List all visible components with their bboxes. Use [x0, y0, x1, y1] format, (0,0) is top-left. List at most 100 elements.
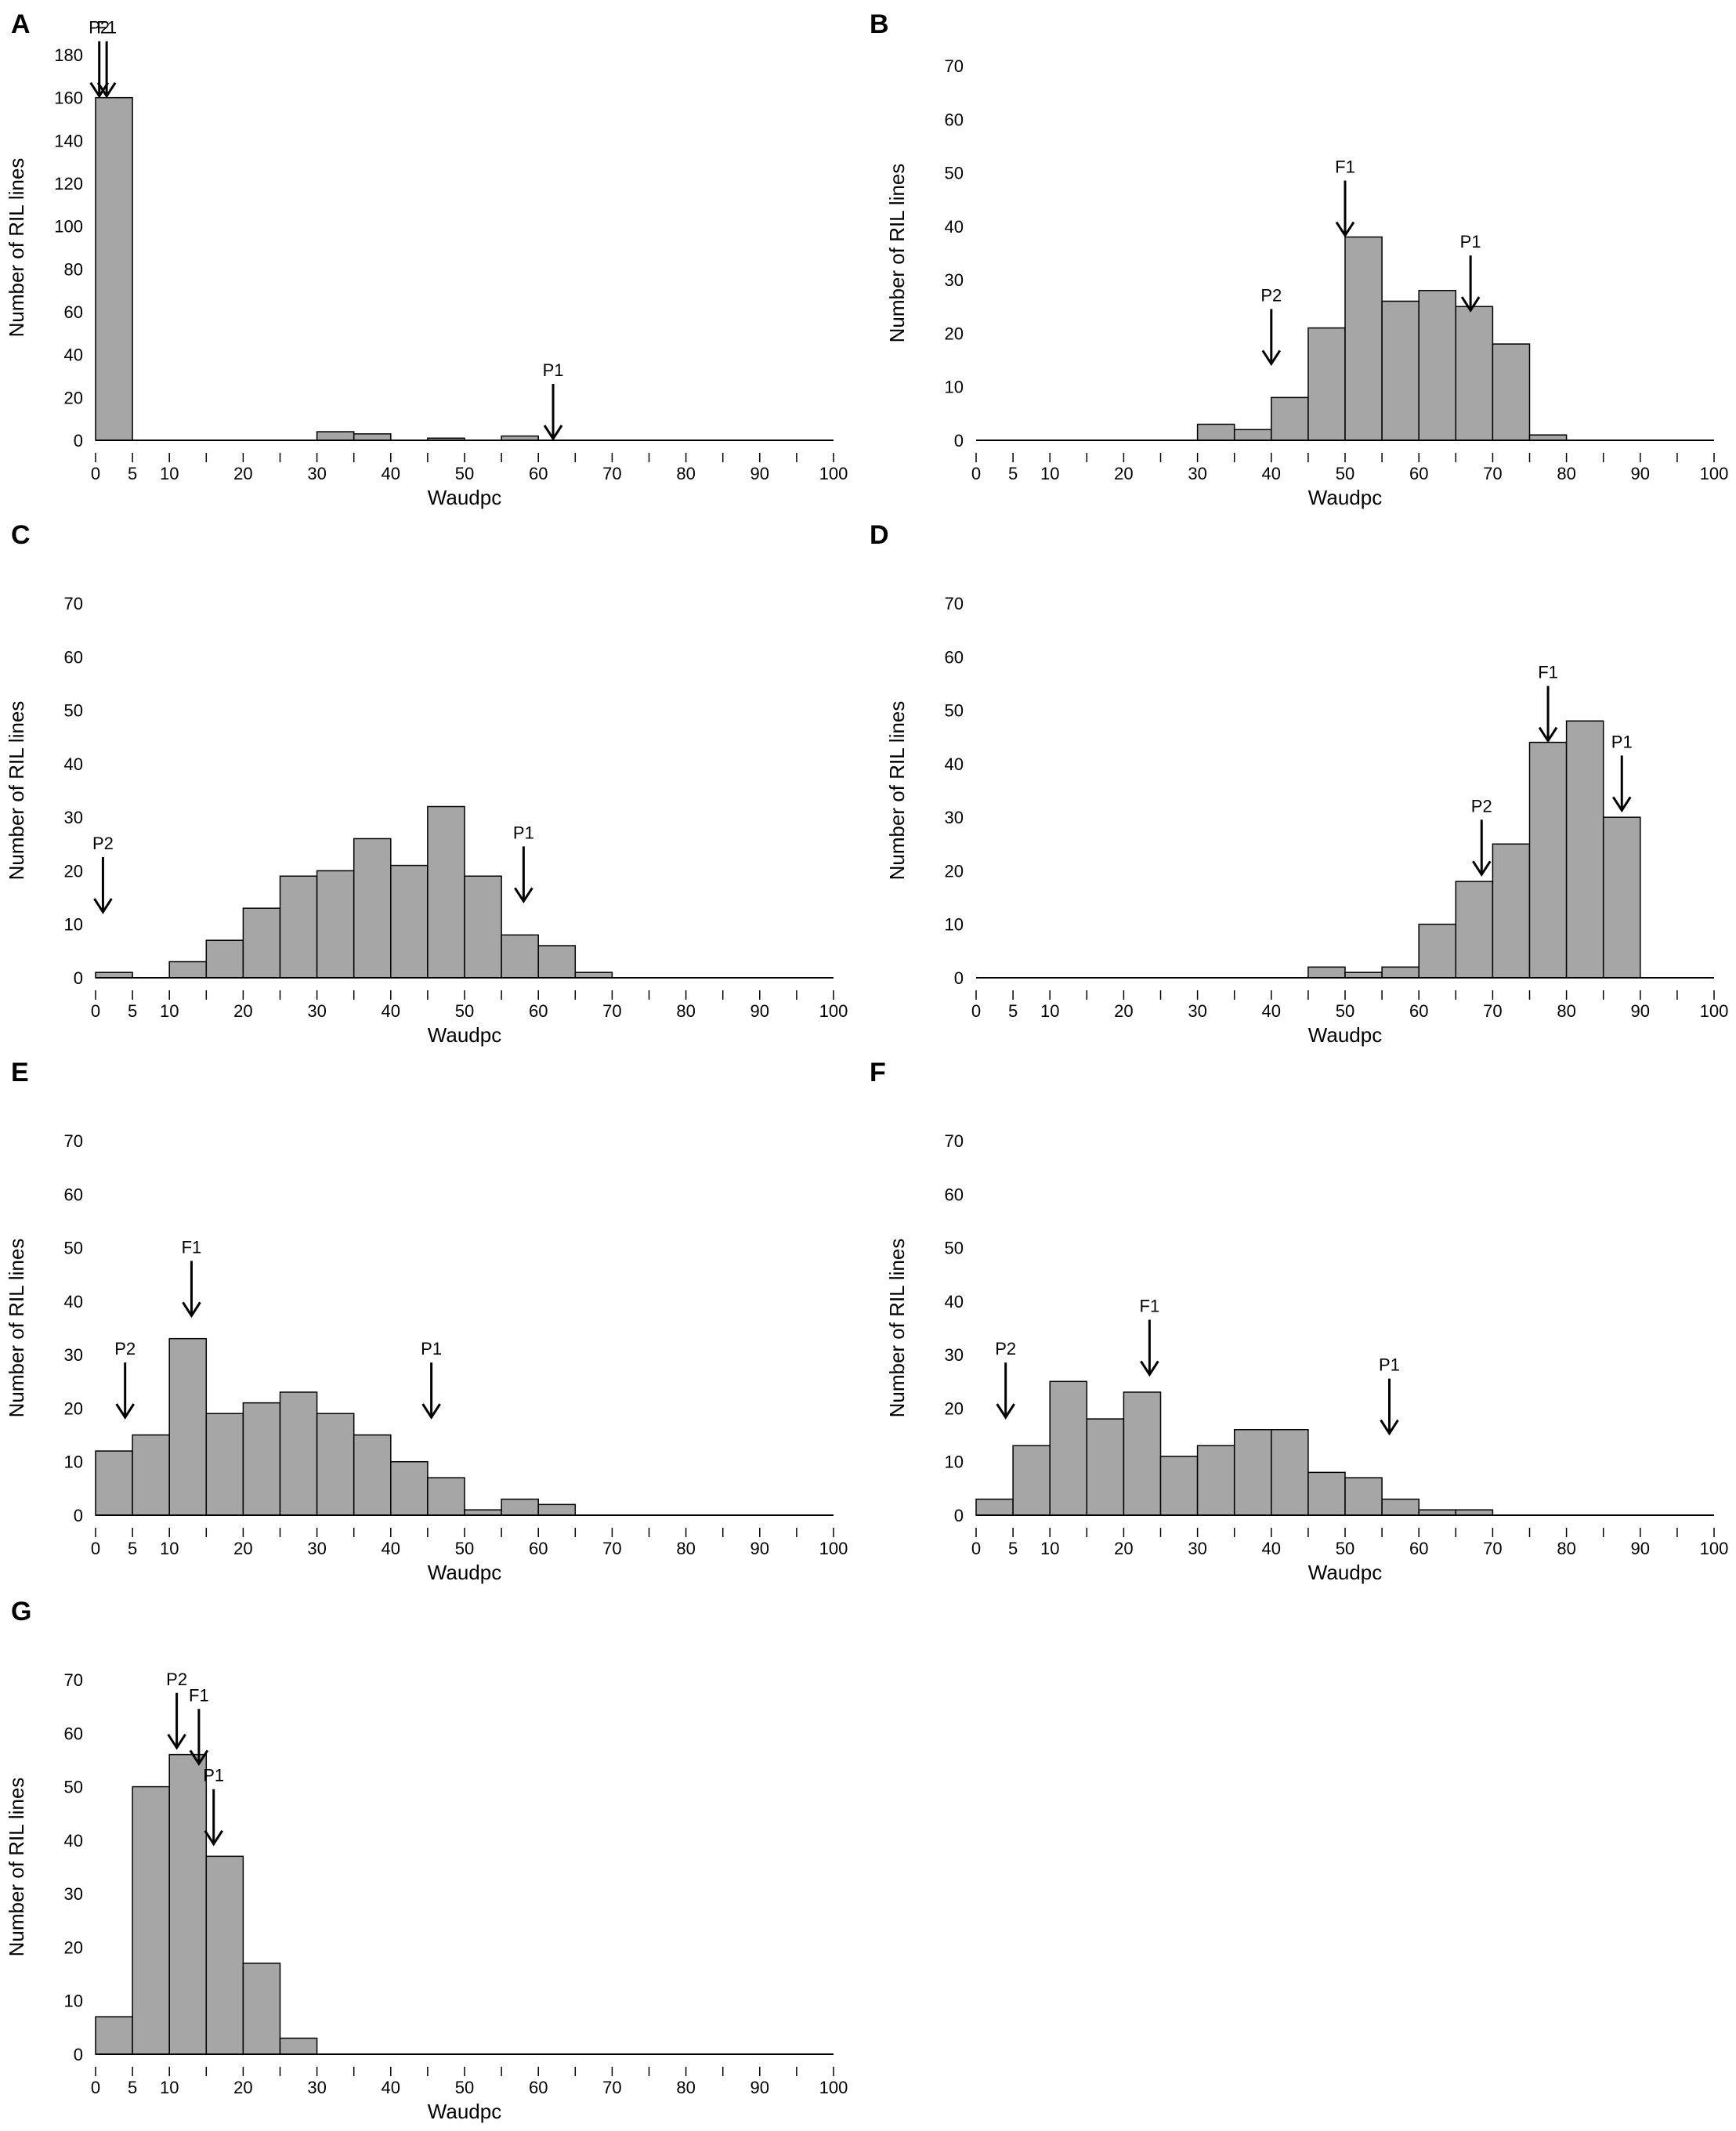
- y-tick-label: 60: [64, 302, 83, 322]
- y-tick-label: 0: [74, 2045, 83, 2064]
- arrow-head: [421, 1403, 441, 1420]
- arrow-label: P1: [513, 823, 534, 842]
- y-tick-label: 120: [54, 174, 83, 194]
- histogram-bar: [205, 1855, 244, 2055]
- x-tick-label: 80: [676, 2078, 695, 2097]
- x-axis-title: Waudpc: [1308, 1561, 1382, 1584]
- arrow-label: P1: [1611, 732, 1633, 751]
- arrow-label: P2: [114, 1339, 136, 1359]
- histogram-bar: [242, 907, 281, 979]
- arrow-marker-f1: F1: [182, 1237, 201, 1319]
- y-tick-label: 40: [64, 346, 83, 365]
- y-tick-label: 40: [64, 754, 83, 774]
- arrow-label: F1: [96, 18, 117, 38]
- histogram-bar: [316, 431, 355, 441]
- arrow-marker-p2: P2: [1471, 796, 1492, 877]
- histogram-bar: [1233, 1428, 1272, 1516]
- y-tick-label: 30: [64, 1345, 83, 1365]
- x-tick-label: 90: [750, 2078, 769, 2097]
- y-tick-label: 10: [64, 915, 83, 935]
- x-tick-label: 70: [1483, 464, 1502, 483]
- y-tick-label: 10: [64, 1992, 83, 2011]
- y-tick-label: 70: [945, 56, 964, 76]
- x-tick-label: 60: [529, 2078, 548, 2097]
- y-tick-label: 0: [74, 431, 83, 450]
- histogram-bar: [353, 1434, 392, 1516]
- x-tick-label: 20: [1114, 1539, 1133, 1558]
- x-tick-label: 70: [1483, 1001, 1502, 1021]
- x-tick-label: 60: [529, 1001, 548, 1021]
- y-tick-label: 80: [64, 259, 83, 279]
- arrow-marker-p1: P1: [513, 823, 534, 904]
- x-tick-label: 40: [382, 1539, 400, 1558]
- y-tick-label: 10: [945, 378, 964, 397]
- histogram-bar: [279, 875, 318, 979]
- arrow-marker-f1: F1: [1538, 663, 1558, 743]
- x-tick-label: 5: [1008, 1001, 1018, 1021]
- histogram-bar: [242, 1402, 281, 1516]
- x-tick-label: 50: [1336, 1001, 1354, 1021]
- histogram-bar: [1381, 300, 1420, 441]
- x-tick-label: 40: [382, 1001, 400, 1021]
- histogram-bar: [501, 934, 539, 979]
- histogram-bar: [1418, 923, 1457, 979]
- arrow-head: [182, 1301, 201, 1319]
- arrow-head: [204, 1829, 223, 1847]
- x-tick-label: 50: [455, 2078, 474, 2097]
- arrow-head: [514, 887, 533, 904]
- histogram-bar: [1012, 1445, 1051, 1516]
- y-axis-title: Number of RIL lines: [5, 701, 28, 881]
- y-tick-label: 50: [64, 1778, 83, 1797]
- y-tick-label: 0: [954, 1506, 964, 1525]
- x-tick-label: 30: [307, 1539, 326, 1558]
- x-tick-label: 40: [382, 464, 400, 483]
- arrow-label: P2: [89, 18, 110, 38]
- x-tick-label: 10: [1040, 464, 1059, 483]
- histogram-bar: [1344, 236, 1383, 441]
- arrow-marker-f1: F1: [1335, 157, 1355, 238]
- y-tick-label: 70: [945, 1131, 964, 1151]
- arrow-marker-p2: P2: [1260, 285, 1282, 367]
- x-tick-label: 30: [1188, 464, 1206, 483]
- y-tick-label: 30: [945, 808, 964, 827]
- y-tick-label: 20: [945, 324, 964, 343]
- arrow-head: [543, 425, 563, 441]
- arrow-marker-f1: F1: [1140, 1296, 1160, 1377]
- y-tick-label: 40: [945, 754, 964, 774]
- arrow-marker-p1: P1: [1460, 232, 1481, 313]
- arrow-label: F1: [1140, 1296, 1160, 1315]
- arrow-head: [1611, 796, 1632, 813]
- x-tick-label: 40: [382, 2078, 400, 2097]
- x-tick-label: 80: [676, 1001, 695, 1021]
- y-tick-label: 10: [64, 1453, 83, 1472]
- x-tick-label: 60: [1409, 1539, 1428, 1558]
- arrow-label: P2: [1260, 285, 1282, 305]
- panel-letter: B: [870, 9, 889, 39]
- histogram-bar: [537, 945, 577, 979]
- x-tick-label: 5: [128, 1539, 137, 1558]
- x-tick-label: 80: [676, 464, 695, 483]
- panel-b: B 0 5 10 20 30 40 50 60 70 80 90 100 0 10 20 30 40 50 60 70 W…: [870, 9, 1728, 509]
- x-tick-label: 5: [1008, 1539, 1018, 1558]
- x-tick-label: 80: [1557, 464, 1575, 483]
- histogram-bar: [1418, 290, 1457, 441]
- arrow-head: [115, 1403, 135, 1420]
- x-tick-label: 100: [1700, 464, 1729, 483]
- panel-letter: F: [870, 1058, 886, 1087]
- histogram-bar: [1123, 1391, 1162, 1516]
- x-tick-label: 50: [455, 464, 474, 483]
- histogram-bar: [95, 96, 133, 441]
- y-tick-label: 50: [64, 701, 83, 721]
- arrow-marker-p1: P1: [1611, 732, 1633, 813]
- panel-letter: D: [870, 520, 889, 550]
- x-axis-title: Waudpc: [428, 1561, 501, 1584]
- arrow-label: P1: [1379, 1355, 1400, 1375]
- histogram-bar: [390, 864, 429, 979]
- histogram-bar: [1602, 816, 1641, 979]
- panel-letter: E: [11, 1058, 29, 1087]
- x-axis-title: Waudpc: [428, 2100, 501, 2123]
- x-tick-label: 100: [819, 1539, 848, 1558]
- histogram-bar: [279, 2037, 318, 2055]
- x-tick-label: 70: [602, 1001, 621, 1021]
- x-tick-label: 30: [307, 1001, 326, 1021]
